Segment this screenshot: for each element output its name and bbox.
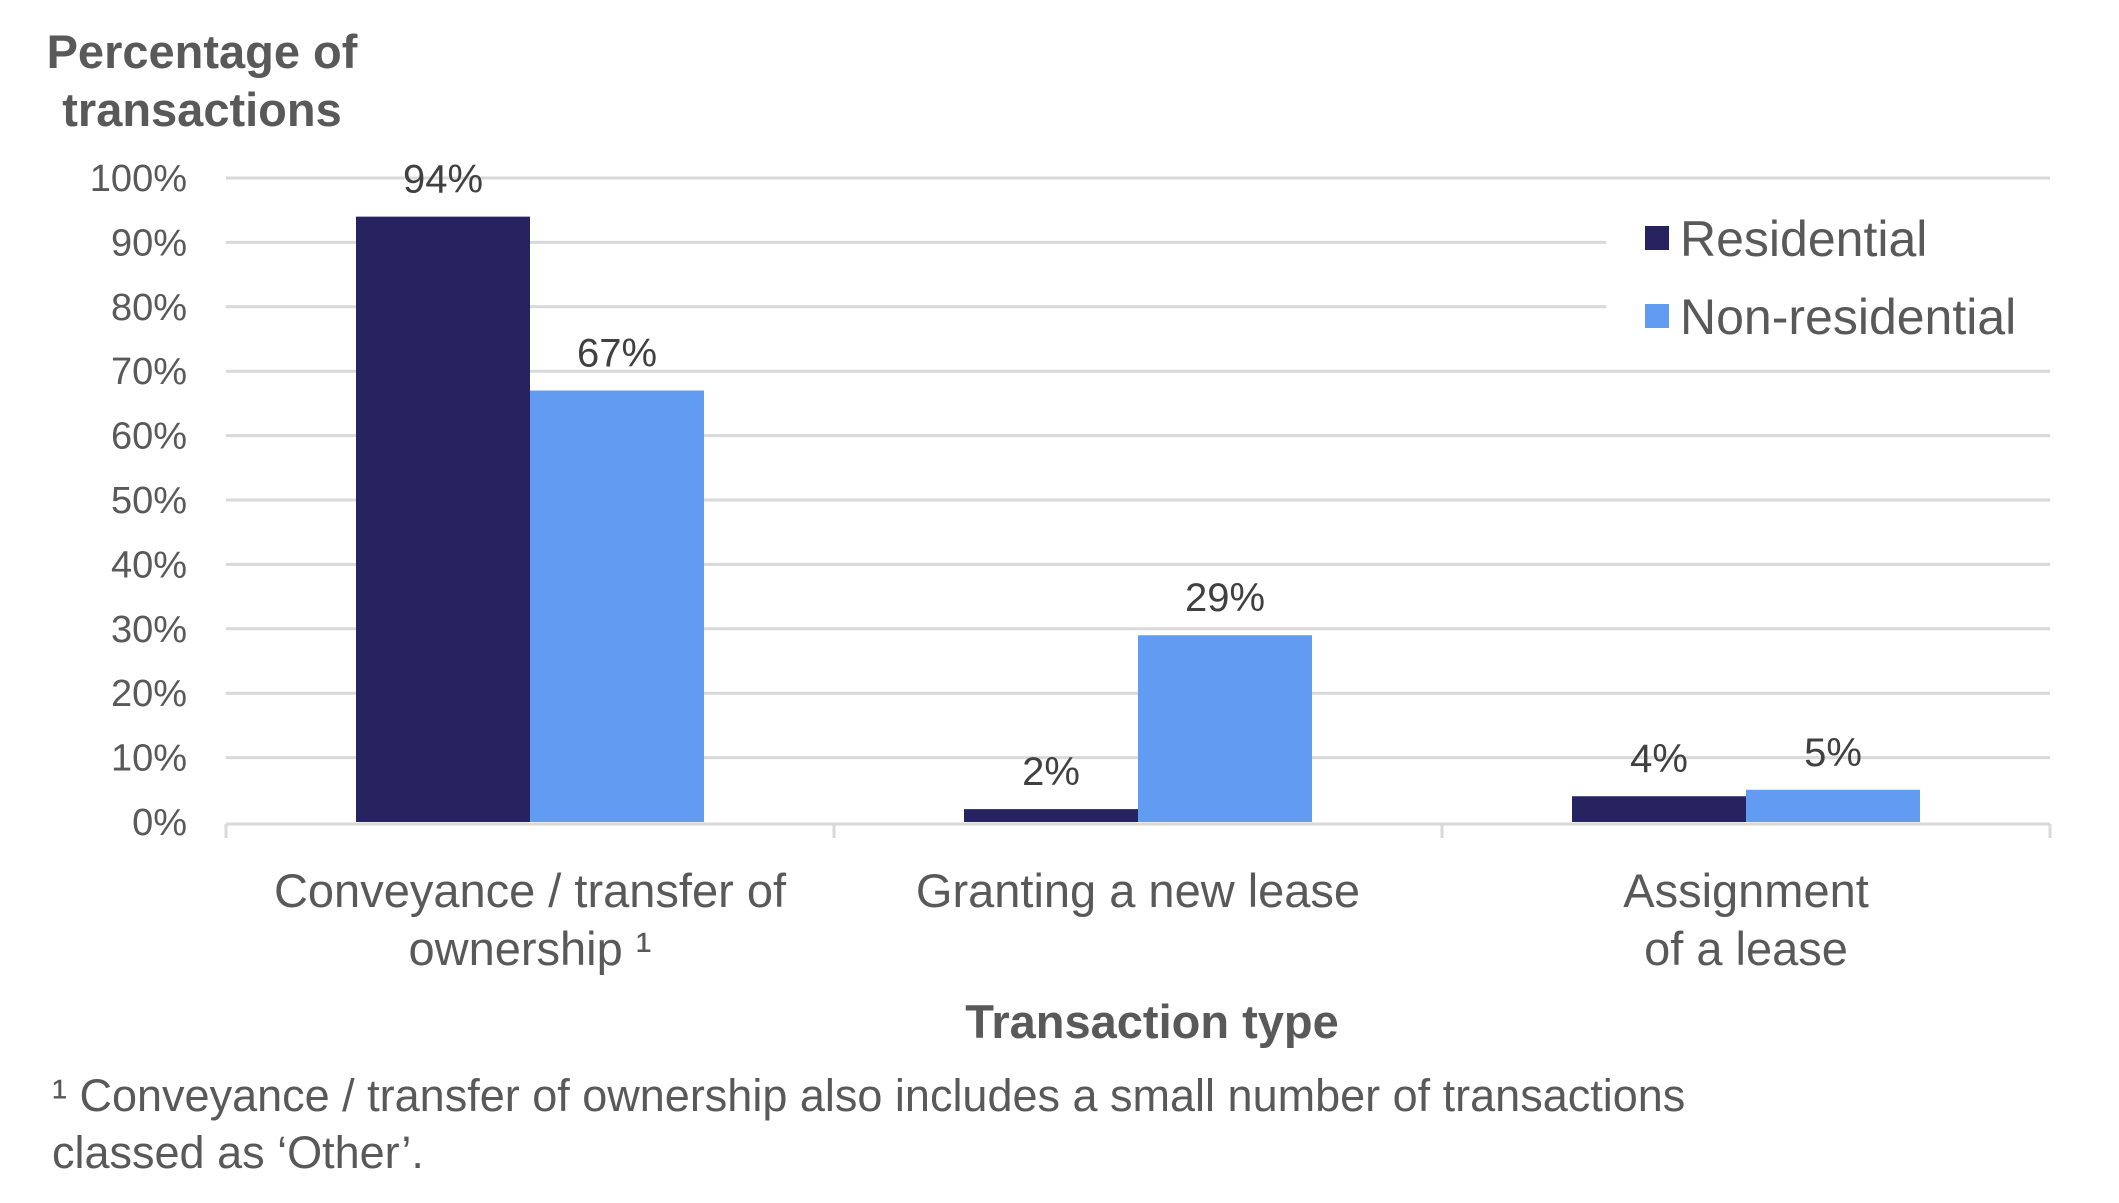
data-label: 4% [1630,737,1688,781]
footnote-line-1: ¹ Conveyance / transfer of ownership als… [52,1070,1685,1121]
y-tick-label: 0% [132,802,187,844]
data-label: 2% [1022,750,1080,794]
y-axis-ticks: 0% 10% 20% 30% 40% 50% 60% 70% 80% 90% 100% [90,158,187,844]
data-label: 29% [1185,576,1265,620]
category-label: Conveyance / transfer of [274,864,787,917]
y-tick-label: 30% [111,609,187,651]
y-axis-title-line-1: Percentage of [47,25,358,78]
bar-residential-1 [964,809,1138,822]
y-tick-label: 90% [111,222,187,264]
category-label: Assignment [1623,864,1869,917]
data-label: 94% [403,158,483,202]
bar-non-residential-2 [1746,789,1920,822]
legend: Residential Non-residential [1606,200,2052,360]
legend-swatch-residential [1645,226,1669,250]
x-axis-title: Transaction type [965,995,1339,1048]
footnote-line-2: classed as ‘Other’. [52,1127,424,1178]
y-tick-label: 50% [111,480,187,522]
y-tick-label: 60% [111,416,187,458]
bar-non-residential-1 [1138,635,1312,822]
y-tick-label: 80% [111,287,187,329]
category-label: Granting a new lease [916,864,1360,917]
y-tick-label: 20% [111,673,187,715]
legend-swatch-non-residential [1645,304,1669,328]
bar-residential-2 [1572,796,1746,822]
legend-background [1606,200,2052,360]
bars [356,216,1920,822]
y-tick-label: 40% [111,544,187,586]
legend-label-non-residential: Non-residential [1680,289,2016,345]
y-tick-label: 100% [90,158,187,200]
category-label: of a lease [1644,922,1848,975]
x-axis [224,822,2052,838]
y-axis-title-line-2: transactions [62,83,341,136]
data-label: 5% [1804,731,1862,775]
category-label: ownership ¹ [409,922,652,975]
data-labels: 94% 2% 4% 67% 29% 5% [403,158,1862,794]
y-tick-label: 70% [111,351,187,393]
bar-non-residential-0 [530,390,704,822]
bar-residential-0 [356,216,530,822]
y-tick-label: 10% [111,738,187,780]
legend-label-residential: Residential [1680,211,1927,267]
data-label: 67% [577,332,657,376]
